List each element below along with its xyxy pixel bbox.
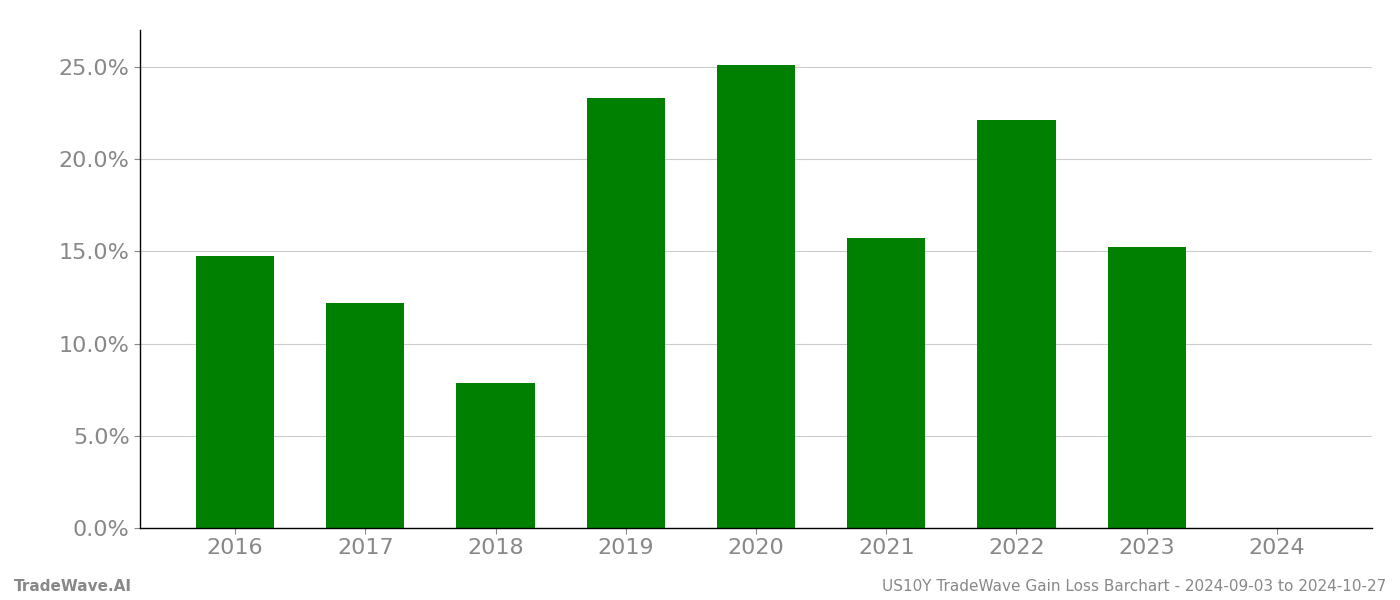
Bar xyxy=(196,256,274,528)
Bar xyxy=(326,304,405,528)
Text: TradeWave.AI: TradeWave.AI xyxy=(14,579,132,594)
Bar xyxy=(456,383,535,528)
Text: US10Y TradeWave Gain Loss Barchart - 2024-09-03 to 2024-10-27: US10Y TradeWave Gain Loss Barchart - 202… xyxy=(882,579,1386,594)
Bar xyxy=(1107,247,1186,528)
Bar xyxy=(847,238,925,528)
Bar xyxy=(587,98,665,528)
Bar xyxy=(977,120,1056,528)
Bar xyxy=(717,65,795,528)
